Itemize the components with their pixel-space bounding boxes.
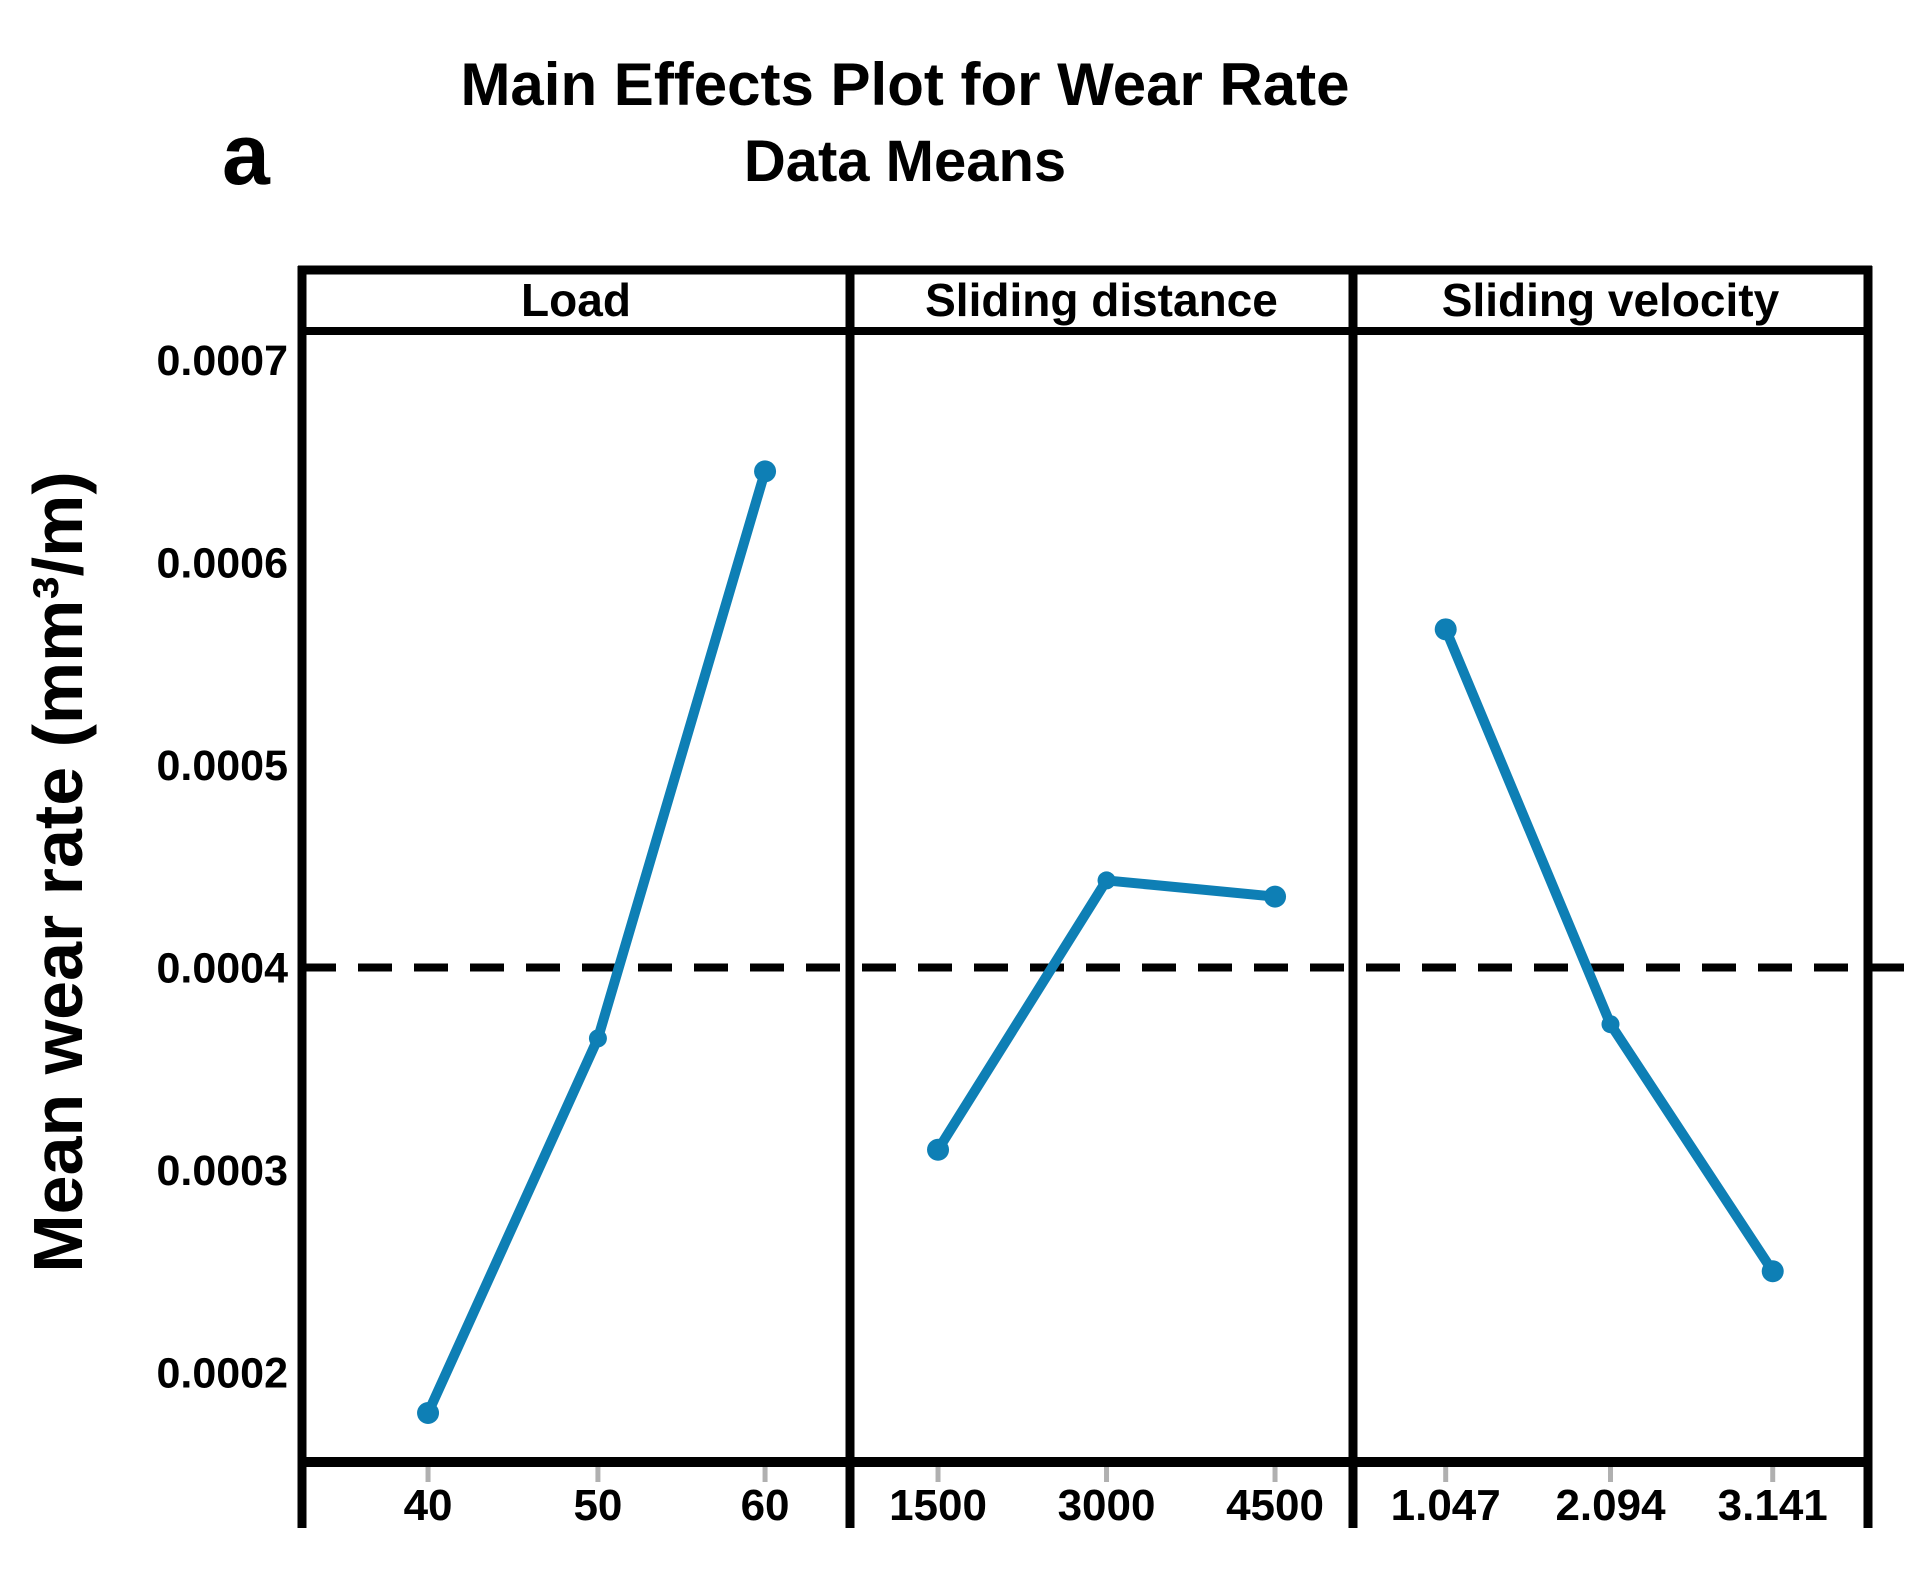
series-line-sliding-velocity [1440,624,1778,1277]
figure-panel-letter: a [222,107,270,203]
x-tick-label: 40 [404,1481,453,1530]
y-tick-label: 0.0005 [156,742,288,790]
panel-header-sliding-distance: Sliding distance [925,274,1278,326]
x-tick-label: 4500 [1226,1481,1324,1530]
data-point-sliding-distance-1500 [927,1138,950,1161]
x-tick-label: 50 [573,1481,622,1530]
y-tick-label: 0.0003 [156,1147,288,1195]
series-line-sliding-distance [933,875,1281,1155]
data-point-sliding-distance-4500 [1264,885,1287,908]
y-tick-label: 0.0002 [156,1350,288,1398]
y-tick-label: 0.0004 [156,945,288,993]
data-point-sliding-velocity-3.141 [1761,1260,1784,1283]
data-point-load-60 [754,460,777,483]
chart-subtitle: Data Means [743,129,1067,194]
data-point-load-50 [588,1029,607,1048]
data-point-sliding-distance-3000 [1097,871,1116,890]
data-point-load-40 [417,1402,440,1424]
series-line-load [423,466,771,1418]
x-tick-label: 1500 [889,1481,987,1530]
x-tick-label: 60 [741,1481,790,1530]
y-tick-label: 0.0007 [156,337,288,385]
x-tick-label: 1.047 [1391,1481,1501,1530]
y-tick-label: 0.0006 [156,540,288,588]
panel-header-load: Load [521,274,631,326]
data-point-sliding-velocity-2.094 [1601,1015,1620,1034]
panel-header-sliding-velocity: Sliding velocity [1442,274,1780,326]
x-tick-label: 3.141 [1718,1481,1828,1530]
chart-title: Main Effects Plot for Wear Rate [460,51,1350,118]
x-tick-label: 3000 [1058,1481,1156,1530]
x-tick-label: 2.094 [1555,1481,1666,1530]
data-point-sliding-velocity-1.047 [1434,618,1457,641]
